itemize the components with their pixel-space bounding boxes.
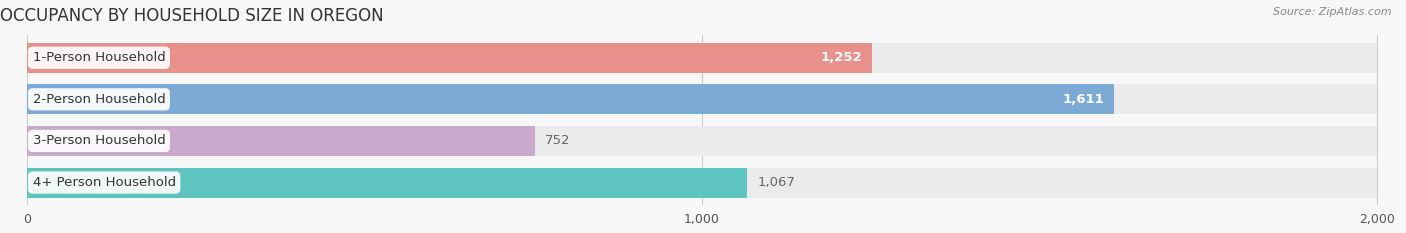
Text: 1-Person Household: 1-Person Household (32, 51, 166, 64)
Text: 1,067: 1,067 (758, 176, 796, 189)
Bar (27, 43, 1376, 73)
Text: 3-Person Household: 3-Person Household (32, 134, 166, 147)
Text: 4+ Person Household: 4+ Person Household (32, 176, 176, 189)
Bar (27, 168, 1376, 198)
Bar (27, 84, 1114, 114)
Text: OCCUPANCY BY HOUSEHOLD SIZE IN OREGON: OCCUPANCY BY HOUSEHOLD SIZE IN OREGON (0, 7, 384, 25)
Text: 2-Person Household: 2-Person Household (32, 93, 166, 106)
Text: 1,252: 1,252 (820, 51, 862, 64)
Bar (27, 84, 1376, 114)
Text: 1,611: 1,611 (1063, 93, 1104, 106)
Text: 752: 752 (544, 134, 571, 147)
Bar (27, 43, 872, 73)
Bar (27, 126, 1376, 156)
Bar (27, 126, 534, 156)
Bar (27, 168, 747, 198)
Text: Source: ZipAtlas.com: Source: ZipAtlas.com (1274, 7, 1392, 17)
